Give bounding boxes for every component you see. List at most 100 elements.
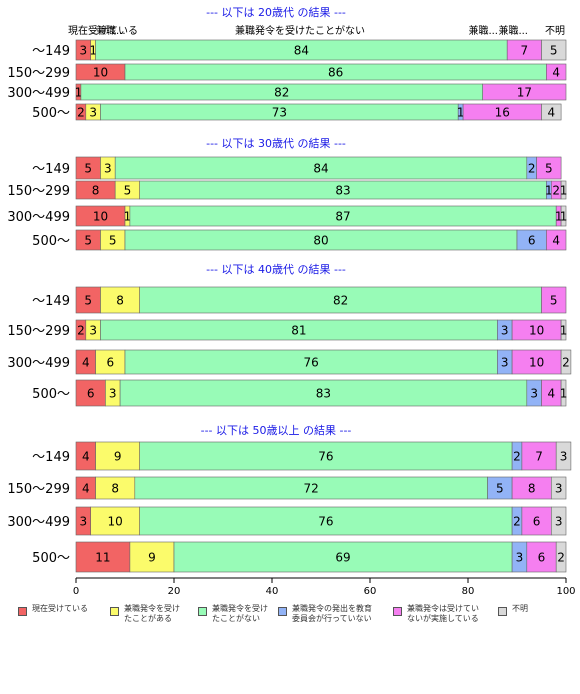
bar-segment	[90, 506, 140, 536]
data-label: 6	[528, 234, 536, 248]
bar-segment	[124, 349, 498, 375]
bar-segment	[511, 349, 562, 375]
data-label: 10	[108, 515, 123, 529]
legend-item: 兼職発令は受けてい ないが実施している	[393, 604, 479, 624]
data-label: 3	[516, 551, 524, 565]
bar-segment	[526, 541, 557, 573]
data-label: 84	[294, 44, 309, 58]
data-label: 4	[552, 66, 560, 80]
data-label: 6	[87, 387, 95, 401]
legend-item: 現在受けている	[18, 604, 88, 616]
data-label: 83	[335, 184, 350, 198]
legend-swatch	[198, 607, 207, 616]
legend-label: 不明	[512, 604, 528, 613]
bar-segment	[560, 319, 567, 341]
data-label: 80	[313, 234, 328, 248]
x-tick-label: 20	[168, 586, 181, 597]
category-label: 300～499	[7, 356, 70, 371]
bar-segment	[546, 63, 567, 81]
data-label: 3	[109, 387, 117, 401]
category-label: ～149	[32, 162, 70, 177]
bar-segment	[541, 286, 567, 314]
data-label: 4	[547, 106, 555, 120]
data-label: 2	[557, 551, 565, 565]
category-label: ～149	[32, 450, 70, 465]
data-label: 4	[547, 387, 555, 401]
bar-segment	[173, 541, 513, 573]
bar-segment	[550, 476, 567, 500]
data-label: 8	[92, 184, 100, 198]
bar-segment	[129, 541, 175, 573]
bar-segment	[119, 379, 528, 407]
data-label: 82	[274, 86, 289, 100]
data-label: 5	[124, 184, 132, 198]
category-label: 300～499	[7, 86, 70, 101]
data-label: 2	[513, 450, 521, 464]
data-label: 1	[560, 387, 568, 401]
data-label: 6	[533, 515, 541, 529]
legend-swatch	[110, 607, 119, 616]
data-label: 3	[89, 106, 97, 120]
legend-swatch	[18, 607, 27, 616]
data-label: 3	[80, 44, 88, 58]
data-label: 2	[562, 356, 570, 370]
bar-segment	[75, 541, 131, 573]
data-label: 73	[272, 106, 287, 120]
bar-segment	[560, 205, 567, 227]
bar-segment	[555, 441, 572, 471]
data-label: 6	[106, 356, 114, 370]
legend-item: 不明	[498, 604, 528, 616]
header-label: 不明	[545, 25, 565, 37]
group-title: --- 以下は 50歳以上 の結果 ---	[201, 423, 352, 437]
data-label: 8	[111, 482, 119, 496]
data-label: 10	[529, 356, 544, 370]
bar-segment	[560, 349, 572, 375]
bar-segment	[541, 103, 562, 121]
data-label: 5	[550, 44, 558, 58]
bar-segment	[100, 286, 141, 314]
data-label: 1	[560, 210, 568, 224]
legend-label: 兼職発令を受け たことがない	[212, 604, 268, 623]
data-label: 1	[560, 184, 568, 198]
data-label: 4	[82, 450, 90, 464]
data-label: 1	[89, 44, 97, 58]
data-label: 2	[513, 515, 521, 529]
legend-label: 現在受けている	[32, 604, 88, 613]
data-label: 7	[535, 450, 543, 464]
data-label: 10	[529, 324, 544, 338]
bar-segment	[555, 541, 567, 573]
data-label: 3	[555, 482, 563, 496]
legend-swatch	[393, 607, 402, 616]
data-label: 1	[555, 210, 563, 224]
data-label: 3	[104, 162, 112, 176]
data-label: 3	[501, 324, 509, 338]
data-label: 76	[318, 450, 333, 464]
data-label: 5	[550, 294, 558, 308]
data-label: 7	[521, 44, 529, 58]
data-label: 3	[80, 515, 88, 529]
bar-segment	[521, 506, 552, 536]
category-label: 150～299	[7, 184, 70, 199]
data-label: 5	[84, 294, 92, 308]
category-label: ～149	[32, 44, 70, 59]
data-label: 10	[93, 210, 108, 224]
data-label: 4	[82, 482, 90, 496]
data-label: 4	[82, 356, 90, 370]
data-label: 3	[560, 450, 568, 464]
category-label: 500～	[32, 387, 70, 402]
x-tick-label: 100	[556, 586, 575, 597]
category-label: 300～499	[7, 515, 70, 530]
legend-label: 兼職発令を受け たことがある	[124, 604, 180, 623]
legend-item: 兼職発令の発出を教育 委員会が行っていない	[278, 604, 372, 624]
legend-label: 兼職発令の発出を教育 委員会が行っていない	[292, 604, 372, 623]
bar-segment	[139, 286, 542, 314]
bar-segment	[75, 379, 106, 407]
data-label: 87	[335, 210, 350, 224]
data-label: 83	[316, 387, 331, 401]
bar-segment	[139, 441, 513, 471]
header-label: 兼職...	[96, 24, 126, 37]
data-label: 86	[328, 66, 343, 80]
bar-segment	[560, 379, 567, 407]
category-label: 150～299	[7, 482, 70, 497]
data-label: 84	[313, 162, 328, 176]
